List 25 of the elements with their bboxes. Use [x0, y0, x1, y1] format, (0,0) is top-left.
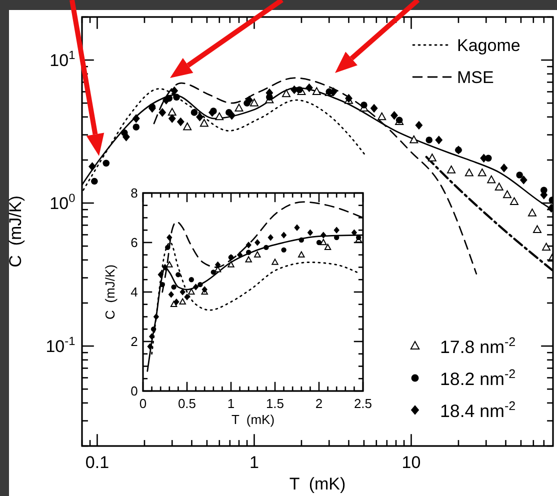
x-tick-label: 0.5 — [178, 396, 196, 411]
y-tick-label: 10$^{0}$ — [50, 190, 76, 213]
y-tick-label: 8 — [130, 186, 138, 201]
y-tick-label: 2 — [130, 334, 138, 350]
y-tick-label: 10$^{-1}$ — [46, 334, 76, 356]
x-tick-label: 0.1 — [85, 453, 110, 472]
legend-label: Kagome — [457, 36, 520, 55]
y-tick-label: 6 — [130, 235, 138, 250]
x-axis-title: T (mK) — [231, 412, 275, 428]
y-tick-label: 0 — [130, 384, 138, 399]
legend-label: MSE — [457, 68, 494, 87]
x-tick-label: 10 — [402, 453, 421, 472]
x-tick-label: 1 — [249, 453, 259, 472]
x-tick-label: 1 — [227, 396, 235, 411]
x-axis-title: T (mK) — [289, 474, 346, 494]
x-tick-label: 1.5 — [266, 396, 284, 411]
y-axis-title: C (mJ/K) — [102, 264, 118, 320]
legend-label: 17.8 nm$^{-2}$ — [440, 335, 516, 357]
y-tick-label: 10$^{1}$ — [50, 48, 76, 70]
legend-label: 18.2 nm$^{-2}$ — [440, 367, 516, 389]
x-tick-label: 2.5 — [354, 396, 372, 411]
x-tick-label: 2 — [315, 396, 323, 411]
legend-label: 18.4 nm$^{-2}$ — [440, 399, 516, 421]
y-tick-label: 4 — [130, 284, 138, 300]
y-axis-title: C (mJ/K) — [6, 196, 25, 268]
